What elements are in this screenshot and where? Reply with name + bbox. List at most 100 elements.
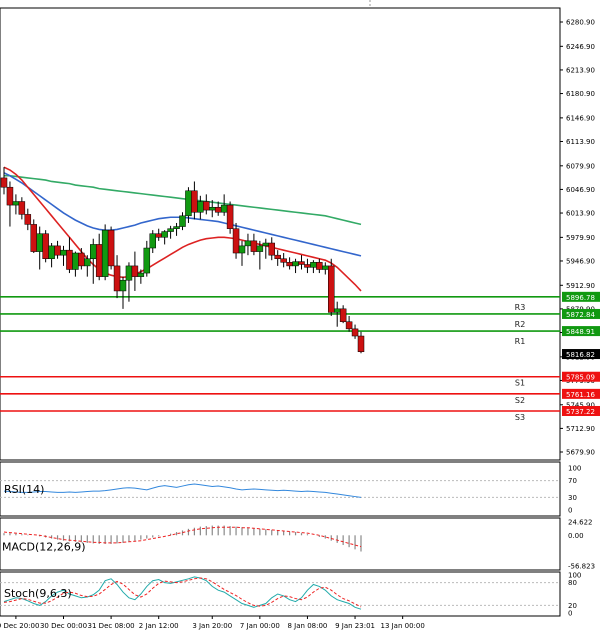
candle-body (30, 224, 37, 252)
level-label-s1: S1 (515, 379, 525, 388)
rsi-tick-label: 70 (568, 477, 577, 485)
level-label-r2: R2 (515, 320, 526, 329)
candle-body (333, 308, 341, 313)
main-pane-border (0, 7, 561, 461)
ma-red-line (3, 166, 362, 292)
candle-body (191, 190, 198, 213)
candle-body (256, 245, 264, 252)
macd-tick-label: 0.00 (568, 532, 584, 540)
macd-tick-label: 24.622 (568, 519, 593, 527)
candle-body (84, 258, 91, 267)
candle-body (125, 265, 133, 281)
candle-body (90, 244, 97, 260)
candle-body (351, 328, 359, 337)
candle-body (155, 233, 162, 238)
level-price-text-r3: 5896.78 (566, 294, 595, 302)
price-tick-label: 5979.90 (566, 234, 595, 242)
price-tick-label: 5679.90 (566, 449, 595, 457)
current-price-tag (562, 349, 600, 360)
level-price-tag-r2 (562, 308, 600, 319)
time-tick-label: 7 Jan 00:00 (240, 622, 280, 630)
candle-body (167, 228, 174, 232)
candle-body (316, 262, 323, 270)
candle-body (119, 279, 127, 292)
candle-body (24, 214, 32, 225)
rsi-tick-label: 100 (568, 465, 581, 473)
level-price-text-s1: 5785.09 (566, 374, 595, 382)
candle-body (357, 335, 365, 353)
candle-body (60, 249, 67, 256)
price-tick-label: 6146.90 (566, 114, 595, 122)
candle-body (36, 233, 43, 252)
level-label-r1: R1 (515, 337, 526, 346)
candle-body (280, 258, 287, 263)
candle-body (209, 206, 216, 211)
candle-body (226, 204, 234, 229)
macd-tick-label: -56.823 (568, 563, 595, 571)
candle-body (197, 201, 204, 213)
price-tick-label: 6046.90 (566, 186, 595, 194)
level-label-s3: S3 (515, 413, 525, 422)
candle-body (72, 252, 79, 270)
candle-body (345, 321, 353, 330)
price-tick-label: 6113.90 (566, 138, 595, 146)
time-tick-label: 31 Dec 08:00 (88, 622, 135, 630)
candle-body (304, 264, 311, 268)
level-price-tag-s1 (562, 371, 600, 382)
candle-body (274, 254, 281, 260)
candle-body (78, 252, 85, 267)
rsi-label: RSI(14) (4, 483, 44, 496)
stoch-tick-label: 20 (568, 602, 577, 610)
candle-body (149, 233, 156, 249)
candle-body (310, 262, 317, 268)
time-tick-label: 13 Jan 00:00 (380, 622, 424, 630)
candle-body (268, 242, 275, 256)
price-tick-label: 5912.90 (566, 282, 595, 290)
time-tick-label: 3 Jan 20:00 (192, 622, 232, 630)
candle-body (238, 245, 246, 254)
candle-body (101, 229, 109, 277)
candle-body (131, 265, 139, 277)
level-label-r3: R3 (515, 303, 526, 312)
stoch-tick-label: 100 (568, 572, 581, 580)
current-price-text: 5816.82 (566, 351, 595, 359)
level-price-text-s2: 5761.16 (566, 391, 595, 399)
level-price-text-s3: 5737.22 (566, 408, 595, 416)
candle-body (107, 229, 115, 267)
time-tick-label: 9 Jan 23:01 (335, 622, 375, 630)
level-label-s2: S2 (515, 396, 525, 405)
candle-body (95, 244, 103, 277)
price-tick-label: 6013.90 (566, 210, 595, 218)
rsi-line (3, 483, 362, 498)
stoch-tick-label: 0 (568, 610, 572, 618)
candle-body (250, 240, 258, 252)
candle-body (0, 177, 8, 188)
candle-body (66, 249, 73, 270)
price-tick-label: 6180.90 (566, 90, 595, 98)
level-price-text-r2: 5872.84 (566, 311, 595, 319)
candle-body (42, 233, 49, 260)
level-price-tag-s2 (562, 388, 600, 399)
candle-body (244, 240, 252, 247)
candle-body (185, 190, 192, 217)
candle-body (143, 247, 151, 274)
candle-body (179, 215, 186, 227)
price-tick-label: 5946.90 (566, 257, 595, 265)
level-price-tag-r3 (562, 291, 600, 302)
rsi-pane-border (0, 461, 561, 517)
candle-body (220, 204, 228, 213)
candle-body (113, 265, 121, 292)
candle-body (339, 308, 347, 322)
candle-body (322, 265, 329, 270)
time-tick-label: 29 Dec 20:00 (0, 622, 39, 630)
level-price-tag-s3 (562, 405, 600, 416)
level-price-tag-r1 (562, 326, 600, 337)
candle-body (262, 242, 270, 247)
candle-body (54, 245, 61, 256)
ma-green-line (4, 174, 362, 226)
candle-body (6, 186, 14, 206)
macd-label: MACD(12,26,9) (2, 540, 86, 553)
candle-body (292, 261, 299, 267)
